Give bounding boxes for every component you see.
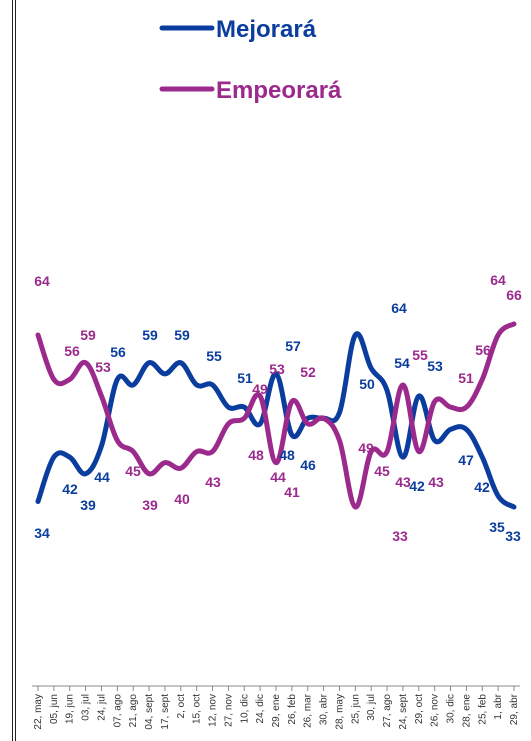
data-label-empeorara-14: 49 bbox=[358, 440, 374, 456]
data-label-empeorara-10: 53 bbox=[269, 361, 285, 377]
data-label-empeorara-5: 39 bbox=[142, 497, 158, 513]
x-tick-label: 12, nov bbox=[208, 694, 219, 727]
data-label-mejorara-0: 34 bbox=[34, 525, 50, 541]
x-tick-label: 05, jun bbox=[49, 694, 60, 724]
data-label-empeorara-16: 33 bbox=[392, 528, 408, 544]
data-label-empeorara-1: 56 bbox=[64, 343, 80, 359]
data-label-empeorara-0: 64 bbox=[34, 273, 50, 289]
data-label-empeorara-6: 40 bbox=[174, 491, 190, 507]
x-tick-label: 25, jun bbox=[350, 694, 361, 724]
data-label-empeorara-4: 45 bbox=[125, 463, 141, 479]
data-label-mejorara-16: 53 bbox=[427, 358, 443, 374]
x-tick-label: 27, nov bbox=[223, 694, 234, 727]
x-tick-label: 30, abr bbox=[319, 693, 330, 725]
data-label-mejorara-17: 47 bbox=[458, 452, 474, 468]
x-tick-label: 30, dic bbox=[446, 694, 457, 723]
x-tick-label: 17, sept bbox=[160, 694, 171, 730]
data-label-empeorara-20: 51 bbox=[458, 370, 474, 386]
data-label-mejorara-13: 64 bbox=[391, 300, 407, 316]
series-line-mejorara bbox=[35, 331, 517, 510]
data-label-empeorara-9: 49 bbox=[252, 381, 268, 397]
x-tick-label: 30, jul bbox=[366, 694, 377, 721]
x-tick-label: 07, ago bbox=[112, 694, 123, 728]
legend-label-mejorara: Mejorará bbox=[216, 16, 317, 43]
data-label-mejorara-18: 42 bbox=[474, 479, 490, 495]
data-label-empeorara-11: 41 bbox=[284, 484, 300, 500]
data-label-mejorara-15: 42 bbox=[409, 478, 425, 494]
data-label-mejorara-4: 56 bbox=[110, 344, 126, 360]
data-label-empeorara-22: 64 bbox=[490, 272, 506, 288]
data-label-empeorara-13: 44 bbox=[270, 469, 286, 485]
x-tick-label: 26, feb bbox=[287, 694, 298, 725]
data-label-mejorara-10: 57 bbox=[285, 338, 301, 354]
data-label-empeorara-3: 53 bbox=[95, 359, 111, 375]
x-tick-label: 24, jul bbox=[96, 694, 107, 721]
data-label-empeorara-21: 56 bbox=[475, 342, 491, 358]
x-tick-label: 26, mar bbox=[303, 693, 314, 728]
data-label-empeorara-18: 55 bbox=[412, 347, 428, 363]
data-label-empeorara-17: 43 bbox=[395, 474, 411, 490]
x-tick-label: 15, oct bbox=[192, 694, 203, 724]
x-tick-label: 28, may bbox=[334, 694, 345, 730]
data-label-empeorara-19: 43 bbox=[428, 474, 444, 490]
data-label-empeorara-7: 43 bbox=[205, 474, 221, 490]
legend-label-empeorara: Empeorará bbox=[216, 77, 342, 104]
x-tick-label: 29, abr bbox=[509, 693, 520, 725]
data-label-mejorara-5: 59 bbox=[142, 327, 158, 343]
legend: Mejorará Empeorará bbox=[159, 16, 342, 104]
x-tick-label: 28, ene bbox=[461, 694, 472, 728]
x-tick-label: 21, ago bbox=[128, 694, 139, 728]
left-frame-border bbox=[12, 0, 16, 741]
data-label-mejorara-9: 48 bbox=[279, 447, 295, 463]
x-tick-label: 27, ago bbox=[382, 694, 393, 728]
x-tick-label: 29, oct bbox=[414, 694, 425, 724]
data-label-mejorara-12: 50 bbox=[359, 376, 375, 392]
x-axis-ticks: 22, may 05, jun 19, jun 03, jul 24, jul 07, a… bbox=[33, 686, 520, 730]
x-tick-label: 24, dic bbox=[255, 694, 266, 723]
data-label-mejorara-14: 54 bbox=[394, 355, 410, 371]
data-label-mejorara-11: 46 bbox=[300, 457, 316, 473]
data-label-mejorara-20: 33 bbox=[505, 528, 521, 544]
data-label-mejorara-19: 35 bbox=[489, 519, 505, 535]
data-label-empeorara-2: 59 bbox=[80, 327, 96, 343]
x-tick-label: 26, nov bbox=[430, 694, 441, 727]
series-line-empeorara bbox=[35, 321, 517, 510]
data-label-empeorara-8: 48 bbox=[248, 447, 264, 463]
data-label-mejorara-7: 55 bbox=[206, 348, 222, 364]
x-tick-label: 2, oct bbox=[176, 694, 187, 719]
data-label-mejorara-2: 39 bbox=[80, 497, 96, 513]
data-label-empeorara-15: 45 bbox=[374, 463, 390, 479]
data-label-empeorara-12: 52 bbox=[300, 364, 316, 380]
x-tick-label: 22, may bbox=[33, 694, 44, 730]
x-tick-label: 10, dic bbox=[239, 694, 250, 723]
x-tick-label: 1, abr bbox=[493, 693, 504, 719]
x-tick-label: 29, ene bbox=[271, 694, 282, 728]
x-tick-label: 19, jun bbox=[65, 694, 76, 724]
data-label-mejorara-8: 51 bbox=[237, 370, 253, 386]
data-label-mejorara-1: 42 bbox=[62, 481, 78, 497]
data-label-empeorara-23: 66 bbox=[506, 287, 522, 303]
x-tick-label: 03, jul bbox=[81, 694, 92, 721]
data-label-mejorara-3: 44 bbox=[94, 469, 110, 485]
x-tick-label: 04, sept bbox=[144, 694, 155, 730]
x-tick-label: 25, feb bbox=[477, 694, 488, 725]
x-tick-label: 24, sept bbox=[398, 694, 409, 730]
data-label-mejorara-6: 59 bbox=[174, 327, 190, 343]
